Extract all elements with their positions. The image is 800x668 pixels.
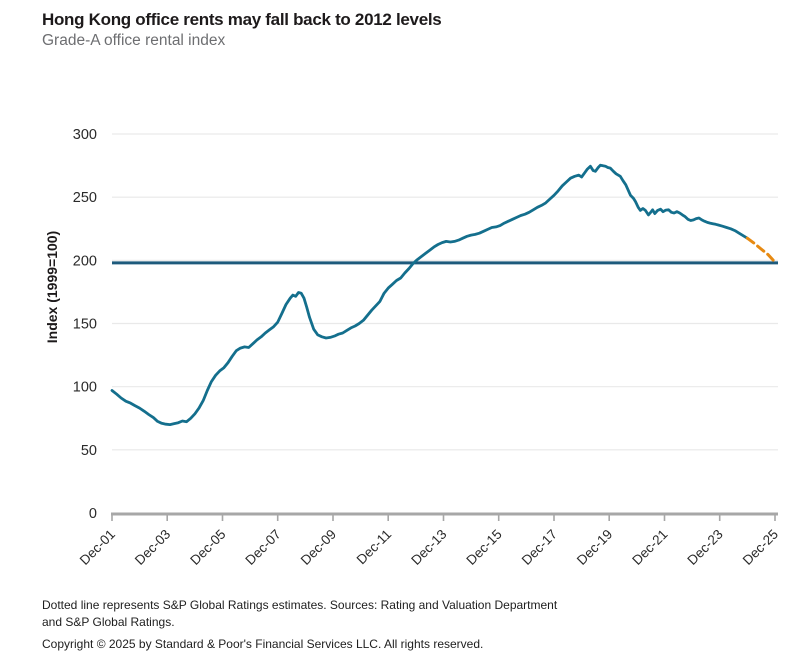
x-tick-label: Dec-25 <box>740 527 781 568</box>
x-tick-label: Dec-21 <box>629 527 670 568</box>
x-tick-label: Dec-13 <box>408 527 449 568</box>
y-tick-label: 150 <box>73 317 97 333</box>
y-tick-label: 100 <box>73 380 97 396</box>
x-tick-label: Dec-09 <box>298 527 339 568</box>
x-tick-label: Dec-15 <box>463 527 504 568</box>
x-tick-label: Dec-23 <box>684 527 725 568</box>
source-note-line2: and S&P Global Ratings. <box>42 615 175 629</box>
x-axis: Dec-01 Dec-03 Dec-05 Dec-07 Dec-09 Dec-11 Dec-… <box>77 512 781 568</box>
y-tick-label: 0 <box>89 506 97 522</box>
series-estimate-line <box>745 236 777 264</box>
source-note-line1: Dotted line represents S&P Global Rating… <box>42 598 558 612</box>
x-tick-label: Dec-01 <box>77 527 118 568</box>
x-tick-label: Dec-05 <box>187 527 228 568</box>
y-tick-label: 50 <box>81 443 97 459</box>
copyright-text: Copyright © 2025 by Standard & Poor's Fi… <box>42 637 484 651</box>
x-tick-label: Dec-03 <box>132 527 173 568</box>
y-axis-tick-labels: 0 50 100 150 200 250 300 <box>73 127 97 522</box>
chart-subtitle: Grade-A office rental index <box>42 32 226 49</box>
x-tick-label: Dec-17 <box>519 527 560 568</box>
x-tick-label: Dec-11 <box>354 527 395 568</box>
x-tick-label: Dec-07 <box>242 527 283 568</box>
y-tick-label: 300 <box>73 127 97 143</box>
chart-title: Hong Kong office rents may fall back to … <box>42 10 442 29</box>
gridlines <box>112 133 778 451</box>
y-tick-label: 200 <box>73 253 97 269</box>
source-note: Dotted line represents S&P Global Rating… <box>42 597 557 631</box>
y-tick-label: 250 <box>73 190 97 206</box>
series-rental-index-line <box>110 163 749 427</box>
x-tick-label: Dec-19 <box>574 527 615 568</box>
